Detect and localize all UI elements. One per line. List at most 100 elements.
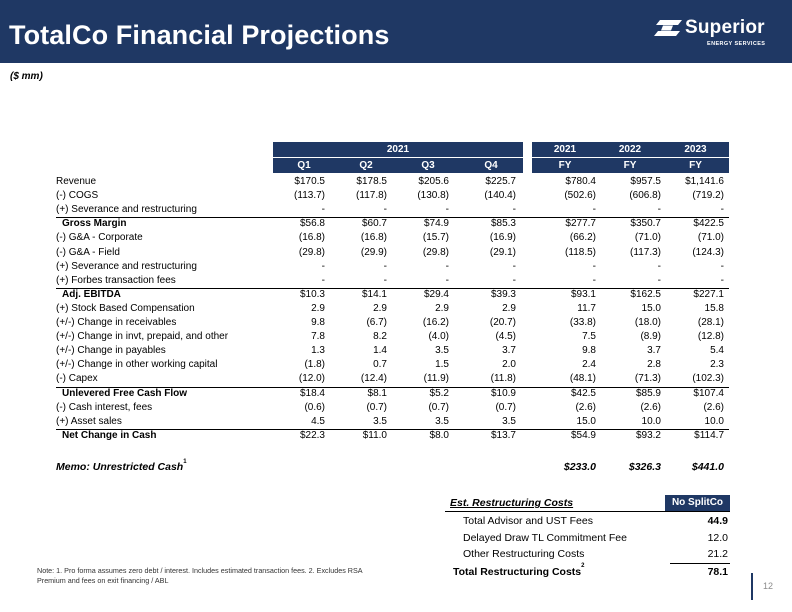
- fy-value-cell: $85.9: [635, 387, 661, 399]
- quarter-value-cell: $5.2: [429, 387, 449, 399]
- fy-value-cell: 10.0: [641, 415, 661, 427]
- quarter-value-cell: 3.5: [435, 345, 449, 357]
- quarter-value-cell: $85.3: [490, 218, 516, 230]
- header-year-2021-fy: 2021: [553, 144, 577, 155]
- quarter-value-cell: -: [512, 274, 516, 286]
- fy-value-cell: 2.8: [647, 359, 661, 371]
- quarter-value-cell: 2.9: [311, 302, 325, 314]
- quarter-value-cell: $60.7: [361, 218, 387, 230]
- quarter-value-cell: 2.9: [435, 302, 449, 314]
- quarter-value-cell: (16.2): [422, 317, 449, 328]
- restructuring-item-label: Total Advisor and UST Fees: [463, 515, 593, 527]
- restructuring-total-rule: [670, 563, 730, 564]
- quarter-value-cell: $225.7: [485, 176, 516, 187]
- row-label: (-) Capex: [56, 373, 98, 385]
- fy-value-cell: $277.7: [565, 218, 596, 230]
- fy-value-cell: 11.7: [577, 302, 596, 314]
- quarter-value-cell: (4.5): [495, 331, 516, 343]
- row-label: (+/-) Change in other working capital: [56, 359, 218, 371]
- memo-label-text: Memo: Unrestricted Cash: [56, 461, 184, 473]
- fy-value-cell: (28.1): [697, 317, 724, 328]
- fy-value-cell: -: [592, 274, 596, 286]
- quarter-value-cell: (29.8): [298, 246, 325, 258]
- quarter-value-cell: -: [321, 260, 325, 272]
- quarter-value-cell: (1.8): [304, 359, 325, 371]
- quarter-value-cell: $10.3: [299, 288, 325, 300]
- memo-value-2023: $441.0: [691, 461, 724, 473]
- fy-value-cell: (502.6): [564, 190, 596, 202]
- quarter-value-cell: 3.5: [435, 415, 449, 427]
- fy-value-cell: $107.4: [693, 387, 724, 399]
- quarter-value-cell: $170.5: [294, 176, 325, 187]
- fy-value-cell: $227.1: [693, 288, 724, 300]
- restructuring-total-label: Total Restructuring Costs2: [453, 563, 585, 579]
- memo-footnote-marker: 1: [183, 458, 187, 465]
- row-label: (+) Severance and restructuring: [56, 260, 197, 272]
- fy-value-cell: $42.5: [570, 387, 596, 399]
- quarter-value-cell: 8.2: [373, 331, 387, 343]
- row-label: (-) COGS: [56, 190, 99, 202]
- quarter-value-cell: 7.8: [311, 331, 325, 343]
- quarter-value-cell: 9.8: [311, 317, 325, 328]
- quarter-value-cell: -: [445, 204, 449, 216]
- fy-value-cell: (66.2): [569, 232, 596, 244]
- fy-value-cell: $54.9: [570, 429, 596, 441]
- quarter-value-cell: (12.4): [360, 373, 387, 385]
- fy-value-cell: (33.8): [569, 317, 596, 328]
- quarter-value-cell: (29.9): [360, 246, 387, 258]
- quarter-value-cell: $8.1: [367, 387, 387, 399]
- fy-value-cell: (124.3): [692, 246, 724, 258]
- memo-value-2021: $233.0: [563, 461, 596, 473]
- fy-value-cell: $957.5: [630, 176, 661, 187]
- quarter-value-cell: -: [383, 274, 387, 286]
- quarter-value-cell: -: [512, 260, 516, 272]
- fy-value-cell: (606.8): [629, 190, 661, 202]
- quarter-value-cell: (0.7): [495, 401, 516, 413]
- fy-value-cell: 15.0: [576, 415, 596, 427]
- subtotal-rule: [56, 217, 729, 219]
- footnote: Note: 1. Pro forma assumes zero debt / i…: [37, 566, 363, 585]
- quarter-value-cell: 1.4: [373, 345, 387, 357]
- row-label: Revenue: [56, 176, 97, 187]
- quarter-value-cell: 2.0: [502, 359, 516, 371]
- restructuring-item-label: Other Restructuring Costs: [463, 548, 585, 560]
- header-q2: Q2: [359, 160, 373, 171]
- fy-value-cell: 7.5: [582, 331, 596, 343]
- fy-value-cell: 9.8: [582, 345, 596, 357]
- fy-value-cell: $350.7: [630, 218, 661, 230]
- quarter-value-cell: -: [321, 274, 325, 286]
- quarter-value-cell: (12.0): [298, 373, 325, 385]
- superior-logo-icon: [654, 20, 682, 36]
- fy-value-cell: $93.1: [570, 288, 596, 300]
- quarter-value-cell: $178.5: [356, 176, 387, 187]
- quarter-value-cell: (11.8): [490, 373, 516, 385]
- fy-value-cell: (48.1): [569, 373, 596, 385]
- footer-accent-bar: [751, 573, 753, 600]
- quarter-value-cell: -: [512, 204, 516, 216]
- quarter-value-cell: 2.9: [373, 302, 387, 314]
- quarter-value-cell: $8.0: [429, 429, 449, 441]
- quarter-value-cell: (117.8): [356, 190, 387, 202]
- fy-value-cell: 15.0: [641, 302, 661, 314]
- quarter-value-cell: (11.9): [423, 373, 449, 385]
- quarter-value-cell: -: [383, 204, 387, 216]
- quarter-value-cell: 1.5: [435, 359, 449, 371]
- fy-value-cell: (71.3): [634, 373, 661, 385]
- restructuring-item-label: Delayed Draw TL Commitment Fee: [463, 532, 627, 544]
- restructuring-top-rule: [445, 511, 730, 512]
- fy-value-cell: (71.0): [697, 232, 724, 244]
- quarter-value-cell: 3.5: [373, 415, 387, 427]
- row-label: (-) Cash interest, fees: [56, 401, 153, 413]
- fy-value-cell: (117.3): [630, 246, 661, 258]
- restructuring-total-label-text: Total Restructuring Costs: [453, 566, 582, 578]
- quarter-value-cell: (0.7): [366, 401, 387, 413]
- header-fy-2023: FY: [689, 160, 702, 171]
- fy-value-cell: $162.5: [630, 288, 661, 300]
- quarter-value-cell: (20.7): [489, 317, 516, 328]
- quarter-value-cell: $10.9: [490, 387, 516, 399]
- header-fy-2021: FY: [558, 160, 572, 171]
- row-label: Adj. EBITDA: [62, 288, 121, 300]
- quarter-value-cell: (0.6): [304, 401, 325, 413]
- units-label: ($ mm): [10, 71, 43, 82]
- quarter-value-cell: (29.1): [489, 246, 516, 258]
